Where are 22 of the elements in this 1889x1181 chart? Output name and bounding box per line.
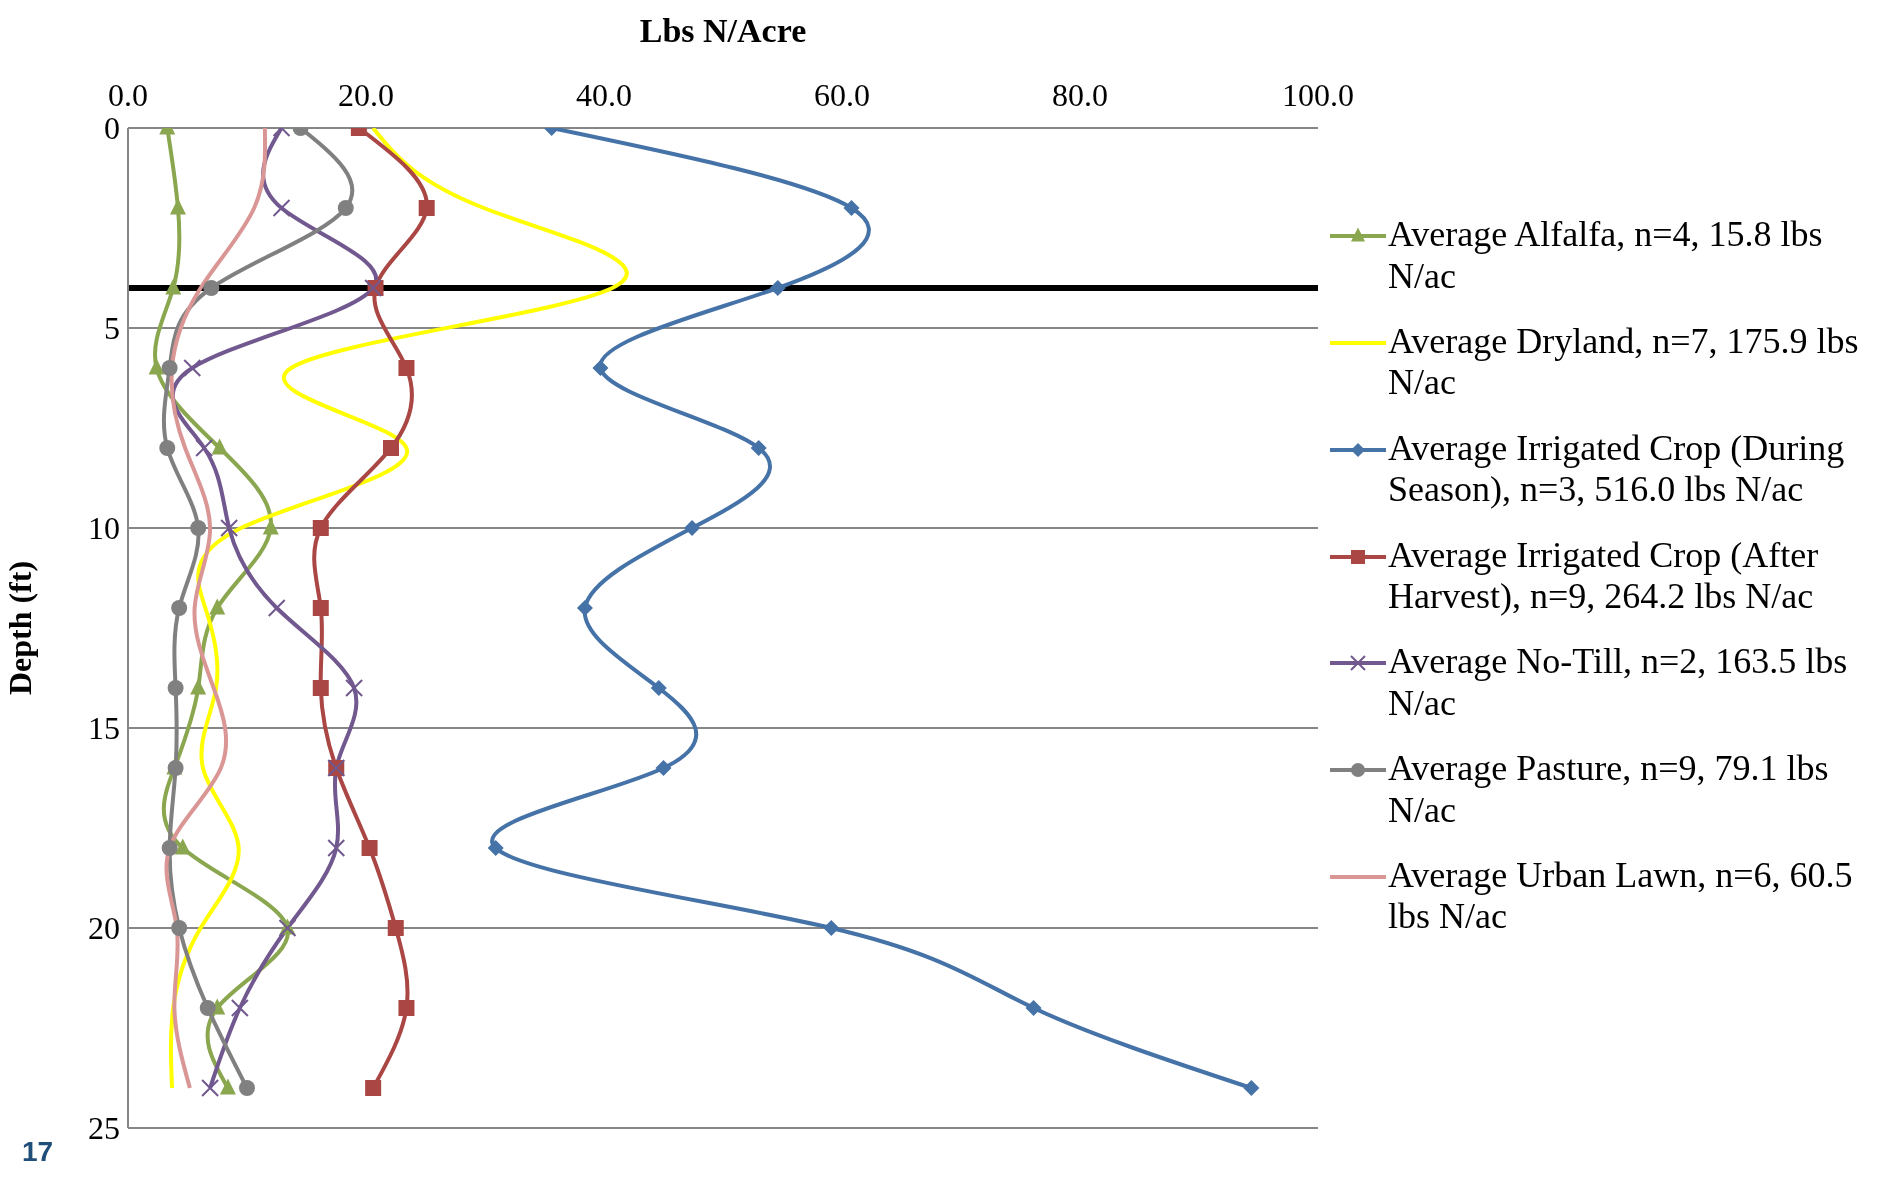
y-tick-label: 15 [88, 710, 120, 747]
x-axis-title: Lbs N/Acre [639, 12, 807, 50]
x-tick-label: 0.0 [108, 77, 148, 113]
y-tick-label: 25 [88, 1110, 120, 1147]
y-tick-label: 10 [88, 510, 120, 547]
text: 17 [22, 1136, 54, 1168]
y-axis-title: Depth (ft) [2, 560, 39, 696]
y-tick-label: 20 [88, 910, 120, 947]
legend-label: Average Dryland, n=7, 175.9 lbs N/ac [1388, 321, 1860, 404]
legend-label: Average Pasture, n=9, 79.1 lbs N/ac [1388, 748, 1830, 831]
legend-label: Average Alfalfa, n=4, 15.8 lbs N/ac [1388, 214, 1824, 298]
y-tick-label: 0 [104, 110, 120, 147]
legend-label: Average Irrigated Crop (During Season), n=3, 516.0 lbs N/ac [1388, 427, 1846, 511]
y-tick-label: 5 [104, 310, 120, 347]
legend-label: Average Urban Lawn, n=6, 60.5 lbs N/ac [1388, 854, 1854, 938]
x-tick-label: 80.0 [1052, 77, 1108, 113]
x-tick-label: 100.0 [1282, 77, 1354, 113]
x-tick-label: 40.0 [576, 77, 632, 113]
legend-label: Average Irrigated Crop (After Harvest), n=9, 264.2 lbs N/ac [1388, 534, 1820, 618]
legend-label: Average No-Till, n=2, 163.5 lbs N/ac [1388, 641, 1849, 725]
x-tick-label: 60.0 [814, 77, 870, 113]
x-tick-label: 20.0 [338, 77, 394, 113]
